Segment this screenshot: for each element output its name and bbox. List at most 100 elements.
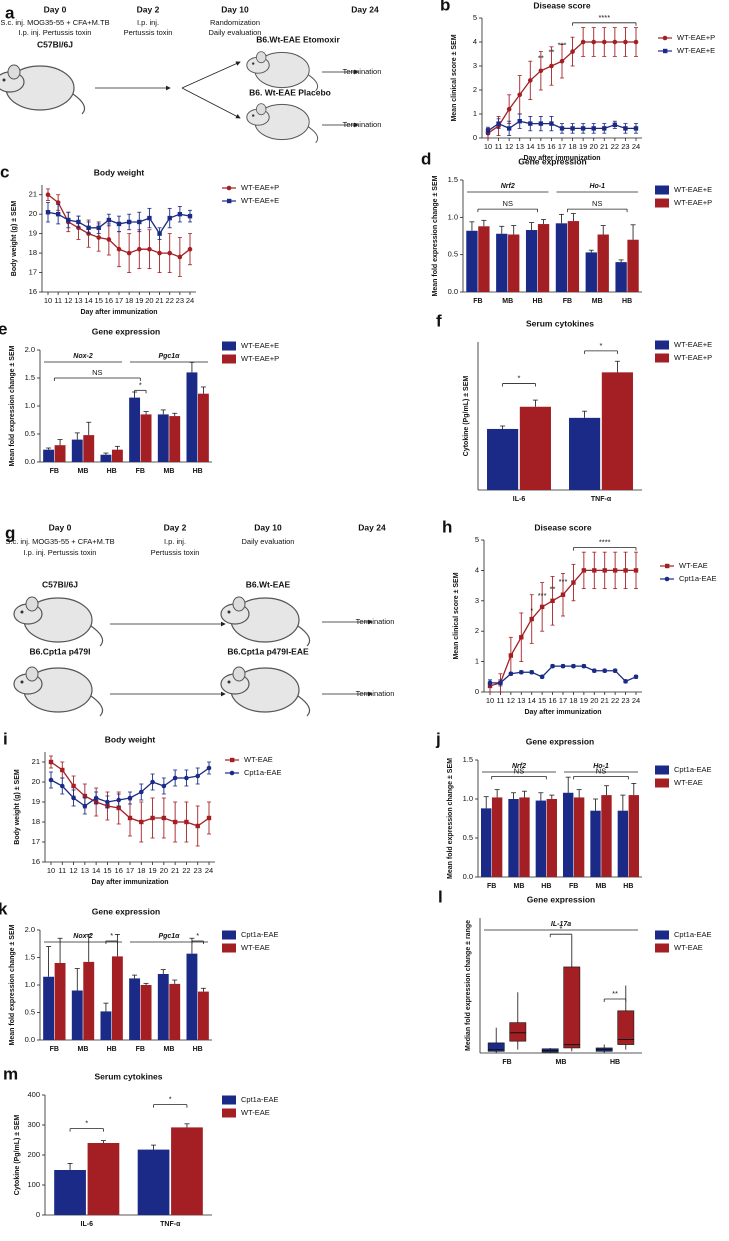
box [509,1022,527,1042]
x-tick-label: 20 [160,866,168,875]
chart-title: Gene expression [92,906,161,916]
legend-swatch [222,1095,236,1105]
diagram-text: I.p. inj. [137,18,159,27]
bar [137,1149,170,1215]
significance: **** [598,13,610,22]
chart-title: Gene expression [527,894,596,904]
y-tick-label: 1.0 [463,794,473,803]
bar [487,428,519,490]
bar [478,226,490,292]
x-tick-label: 11 [58,866,66,875]
marker [519,635,524,640]
y-tick-label: 1.5 [25,373,35,382]
diagram-text: C57Bl/6J [42,579,78,589]
marker [93,795,99,801]
marker [55,200,61,205]
y-tick-label: 0.5 [448,250,458,259]
marker [529,669,535,675]
group-label: Ho-1 [589,183,605,190]
x-tick-label: 22 [182,866,190,875]
y-tick-label: 1.5 [25,952,35,961]
marker [506,126,512,131]
marker [633,568,639,573]
marker [517,92,523,98]
mouse-ear [232,666,246,682]
significance: *** [538,591,547,600]
bar [585,252,597,292]
legend-swatch [655,198,669,208]
marker [560,663,566,669]
line-shape [181,87,241,119]
bar [157,974,169,1040]
legend-label: WT-EAE [241,943,270,952]
mouse-ear [25,666,39,682]
significance: ** [550,585,556,594]
marker [485,128,491,133]
y-tick-label: 4 [473,37,477,46]
x-tick-label: 13 [516,142,524,151]
diagram-text: S.c. inj. MOG35-55 + CFA+M.TB [5,537,114,546]
legend-swatch [655,185,669,195]
bar [546,799,557,877]
marker [45,210,51,215]
diagram-text: Day 10 [254,522,282,532]
y-tick-label: 200 [27,1150,40,1159]
x-tick-label: 16 [548,696,556,705]
marker [570,49,575,54]
y-tick-label: 1.0 [25,980,35,989]
bar [111,956,123,1040]
marker [172,819,178,825]
x-tick-label: FB [50,468,59,475]
y-axis-label: Mean fold expression change ± SEM [432,175,439,296]
marker [592,568,597,573]
x-tick-label: 13 [74,296,82,305]
x-tick-label: MB [514,883,525,890]
y-tick-label: 2.0 [25,345,35,354]
significance: * [169,1095,172,1104]
marker [518,669,524,675]
x-tick-label: HB [193,468,203,475]
x-tick-label: 10 [484,142,492,151]
legend-label: Cpt1a-EAE [679,574,717,583]
marker [76,219,81,225]
marker [116,805,121,811]
x-tick-label: MB [78,468,89,475]
marker [177,254,183,260]
mouse-icon [220,666,311,717]
marker [623,39,628,45]
mouse-ear [7,64,21,80]
legend-swatch [222,943,236,953]
bar [169,983,181,1040]
chart-title: Disease score [533,0,590,10]
x-tick-label: 22 [166,296,174,305]
x-tick-label: 23 [621,696,629,705]
marker [96,225,101,230]
panel-label: h [442,517,452,536]
x-tick-label: 24 [632,696,640,705]
y-tick-label: 0.5 [25,429,35,438]
bar [54,963,66,1040]
legend-marker [663,48,668,54]
y-axis-label: Body weight (g) ± SEM [14,769,21,845]
marker [71,795,76,801]
panel-label: i [3,729,8,748]
legend-label: WT-EAE+E [241,196,279,205]
panel-label: e [0,319,7,338]
marker [147,215,152,221]
box [487,1042,505,1052]
x-tick-label: 15 [95,296,103,305]
significance: NS [514,766,524,775]
marker [96,235,102,240]
mouse-icon [246,51,319,92]
group-label: Nox-2 [73,353,93,360]
diagram-text: B6.Wt-EAE [246,579,291,589]
group-label: Ho-1 [593,763,609,770]
marker [517,119,522,124]
bar [519,406,551,490]
bar [140,414,152,462]
x-axis-label: Day after immunization [80,309,157,316]
significance: ** [538,54,544,63]
x-tick-label: HB [541,883,551,890]
x-tick-label: MB [164,1046,175,1053]
x-tick-label: MB [164,468,175,475]
